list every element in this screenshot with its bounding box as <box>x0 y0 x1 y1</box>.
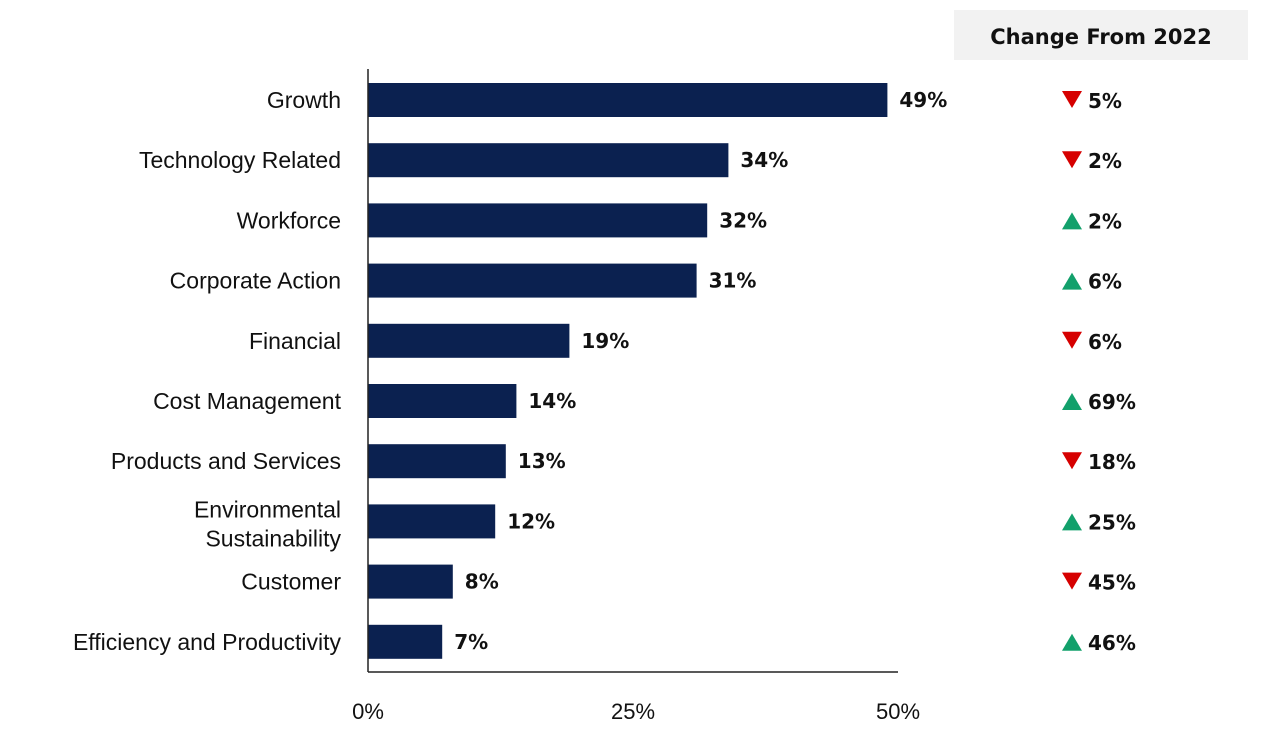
bar-corporate-action <box>368 263 697 298</box>
category-label-corporate-action: Corporate Action <box>170 268 341 294</box>
category-label-technology-related: Technology Related <box>139 147 341 173</box>
down-arrow-icon-products-and-services <box>1062 452 1082 470</box>
category-label-efficiency-and-productivity: Efficiency and Productivity <box>73 629 342 655</box>
bar-cost-management <box>368 384 517 418</box>
category-label-environmental-sustainability: Environmental Sustainability <box>194 496 342 551</box>
down-arrow-icon-customer <box>1062 572 1082 590</box>
change-label-efficiency-and-productivity: 46% <box>1088 631 1136 655</box>
value-label-environmental-sustainability: 12% <box>507 509 555 533</box>
change-label-customer: 45% <box>1088 571 1136 595</box>
x-tick-label-0: 0% <box>352 699 384 724</box>
bar-customer <box>368 564 453 599</box>
down-arrow-icon-technology-related <box>1062 151 1082 169</box>
value-label-financial: 19% <box>581 329 629 353</box>
value-label-growth: 49% <box>899 88 947 112</box>
value-label-workforce: 32% <box>719 208 767 232</box>
bar-products-and-services <box>368 444 506 479</box>
bar-financial <box>368 323 570 358</box>
up-arrow-icon-cost-management <box>1062 393 1082 410</box>
category-label-growth: Growth <box>267 87 341 113</box>
down-arrow-icon-growth <box>1062 91 1082 108</box>
value-label-customer: 8% <box>465 570 499 594</box>
change-header: Change From 2022 <box>990 25 1212 49</box>
change-label-corporate-action: 6% <box>1088 270 1122 294</box>
change-label-technology-related: 2% <box>1088 149 1122 173</box>
change-label-financial: 6% <box>1088 330 1122 354</box>
value-label-efficiency-and-productivity: 7% <box>454 630 488 654</box>
change-label-environmental-sustainability: 25% <box>1088 510 1136 534</box>
x-ticks-group: 0% 25% 50% <box>352 699 920 724</box>
category-label-customer: Customer <box>241 569 341 595</box>
value-label-products-and-services: 13% <box>518 449 566 473</box>
value-label-corporate-action: 31% <box>709 269 757 293</box>
change-header-background <box>954 10 1248 60</box>
value-label-cost-management: 14% <box>528 389 576 413</box>
bar-workforce <box>368 203 708 238</box>
change-label-growth: 5% <box>1088 89 1122 113</box>
up-arrow-icon-workforce <box>1062 212 1082 230</box>
bar-growth <box>368 83 888 117</box>
up-arrow-icon-corporate-action <box>1062 272 1082 290</box>
x-tick-label-2: 50% <box>876 699 920 724</box>
category-label-cost-management: Cost Management <box>153 388 342 414</box>
category-label-financial: Financial <box>249 328 341 354</box>
up-arrow-icon-efficiency-and-productivity <box>1062 633 1082 651</box>
up-arrow-icon-environmental-sustainability <box>1062 513 1082 531</box>
category-label-workforce: Workforce <box>237 207 341 233</box>
down-arrow-icon-financial <box>1062 331 1082 349</box>
bar-technology-related <box>368 143 729 178</box>
x-tick-label-1: 25% <box>611 699 655 724</box>
change-label-workforce: 2% <box>1088 209 1122 233</box>
value-label-technology-related: 34% <box>740 148 788 172</box>
bar-efficiency-and-productivity <box>368 624 443 659</box>
change-label-products-and-services: 18% <box>1088 450 1136 474</box>
bar-environmental-sustainability <box>368 504 496 539</box>
change-label-cost-management: 69% <box>1088 390 1136 414</box>
bars-group: Growth 49% 5% Technology Related 34% 2% Workfo… <box>73 83 1136 659</box>
category-label-products-and-services: Products and Services <box>111 448 341 474</box>
